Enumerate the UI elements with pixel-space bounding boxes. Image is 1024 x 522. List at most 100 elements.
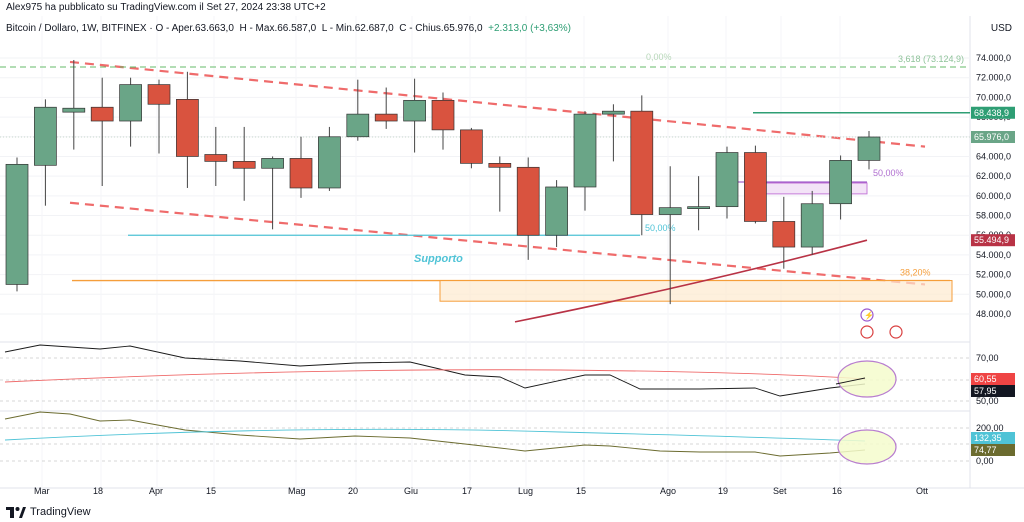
lightning-icon: ⚡ [864, 310, 874, 320]
candle-body[interactable] [602, 110, 625, 115]
published-by: Alex975 ha pubblicato su TradingView.com… [6, 2, 326, 13]
candle-body[interactable] [90, 106, 114, 122]
cci-value-tag: 74,77 [971, 444, 1015, 456]
cci-ma-tag: 132,35 [971, 432, 1015, 444]
candle-body[interactable] [687, 206, 710, 209]
time-axis-label: Ott [916, 486, 929, 496]
cci-axis-label: 200,00 [976, 423, 1004, 433]
candle-body[interactable] [744, 152, 767, 222]
price-axis-label: 64.000,0 [976, 151, 1011, 161]
last-price-tag-text: 65.976,0 [974, 132, 1009, 142]
cci-highlight [837, 429, 897, 465]
price-axis-label: 72.000,0 [976, 73, 1011, 83]
candle-body[interactable] [516, 166, 540, 236]
support-label: Supporto [414, 253, 463, 265]
tradingview-logo-icon [6, 506, 26, 518]
last-price-tag-bg [971, 131, 1015, 144]
channel-upper-line [69, 60, 926, 148]
rsi-line-end [835, 377, 866, 385]
cci-ma-tag-bg [971, 432, 1015, 444]
resistance-price-tag: 68.438,9 [971, 106, 1015, 119]
candle-body[interactable] [289, 158, 313, 189]
channel-lower-line [69, 201, 926, 286]
us-flag-icon[interactable] [889, 325, 903, 339]
price-axis-label: 52.000,0 [976, 270, 1011, 280]
rsi-ma-tag-bg [971, 373, 1015, 385]
ma-price-tag: 55.494,9 [971, 234, 1015, 247]
time-axis-label: Set [773, 486, 787, 496]
cci-value-tag-bg [971, 444, 1015, 456]
candles-layer[interactable] [5, 59, 881, 305]
drawings-layer: 0,00% 3,618 (73.124,9) 50,00% Supporto 38,20… [0, 52, 970, 339]
rsi-value-tag: 57,95 [971, 385, 1015, 397]
price-axis-label: 60.000,0 [976, 191, 1011, 201]
candle-body[interactable] [34, 106, 57, 166]
candle-body[interactable] [715, 152, 739, 208]
rsi-line [4, 344, 866, 397]
price-axis-label: 62.000,0 [976, 171, 1011, 181]
tradingview-logo[interactable]: TradingView [6, 506, 91, 518]
time-axis-label: Mag [288, 486, 306, 496]
candle-body[interactable] [261, 158, 284, 169]
time-axis-label: 15 [576, 486, 586, 496]
candle-body[interactable] [346, 113, 370, 138]
price-axis-label: 70.000,0 [976, 92, 1011, 102]
event-icons[interactable]: ⚡ [860, 308, 903, 339]
fib-extension-label: 3,618 (73.124,9) [898, 54, 964, 64]
candle-body[interactable] [318, 136, 341, 189]
fib-top-label: 0,00% [646, 52, 672, 62]
candle-body[interactable] [5, 163, 29, 285]
candle-body[interactable] [460, 129, 483, 164]
time-axis-label: Apr [149, 486, 163, 496]
candle-body[interactable] [374, 113, 398, 122]
time-axis-label: 19 [718, 486, 728, 496]
candle-body[interactable] [857, 136, 881, 161]
time-axis-label: Giu [404, 486, 418, 496]
candle-body[interactable] [204, 154, 228, 162]
candle-body[interactable] [119, 84, 142, 122]
candle-body[interactable] [800, 203, 824, 248]
time-axis[interactable]: Mar 18 Apr 15 Mag 20 Giu 17 Lug 15 Ago 19 Set 16 Ott [34, 486, 929, 496]
candle-body[interactable] [630, 110, 654, 215]
price-tags: 68.438,9 65.976,0 55.494,9 60,55 57,95 132,35… [971, 106, 1015, 456]
candle-body[interactable] [147, 84, 171, 105]
cci-value-tag-text: 74,77 [974, 445, 997, 455]
ohlc-close: C - Chius.65.976,0 [399, 23, 483, 34]
rsi-ma-line [4, 369, 866, 383]
ohlc-low: L - Min.62.687,0 [321, 23, 394, 34]
price-axis-label: 50.000,0 [976, 289, 1011, 299]
candle-body[interactable] [62, 107, 86, 113]
price-axis[interactable]: 74.000,072.000,070.000,068.000,066.000,0… [976, 53, 1011, 319]
candle-body[interactable] [573, 113, 597, 188]
time-axis-label: 16 [832, 486, 842, 496]
price-axis-label: 54.000,0 [976, 250, 1011, 260]
resistance-price-tag-text: 68.438,9 [974, 108, 1009, 118]
resistance-price-tag-bg [971, 106, 1015, 119]
moving-average-line [514, 239, 868, 323]
candle-body[interactable] [772, 221, 796, 248]
candle-body[interactable] [403, 99, 426, 122]
candle-body[interactable] [488, 163, 512, 168]
candle-body[interactable] [431, 99, 455, 131]
candle-body[interactable] [232, 161, 256, 169]
time-axis-label: Lug [518, 486, 533, 496]
candle-body[interactable] [176, 99, 199, 157]
time-axis-label: Ago [660, 486, 676, 496]
ma-price-tag-bg [971, 234, 1015, 247]
cci-line [4, 411, 866, 457]
symbol-name[interactable]: Bitcoin / Dollaro, 1W, BITFINEX [6, 23, 147, 34]
candle-body[interactable] [829, 160, 852, 205]
rsi-highlight [837, 360, 897, 398]
earnings-icon[interactable] [860, 308, 874, 322]
us-flag-icon[interactable] [860, 325, 874, 339]
candle-body[interactable] [545, 186, 568, 236]
time-axis-label: 18 [93, 486, 103, 496]
ohlc-open: O - Aper.63.663,0 [155, 23, 234, 34]
tradingview-logo-text: TradingView [30, 506, 91, 518]
currency-label[interactable]: USD [990, 23, 1012, 34]
price-axis-label: 48.000,0 [976, 309, 1011, 319]
rsi-ma-tag: 60,55 [971, 373, 1015, 385]
candle-body[interactable] [658, 207, 682, 215]
